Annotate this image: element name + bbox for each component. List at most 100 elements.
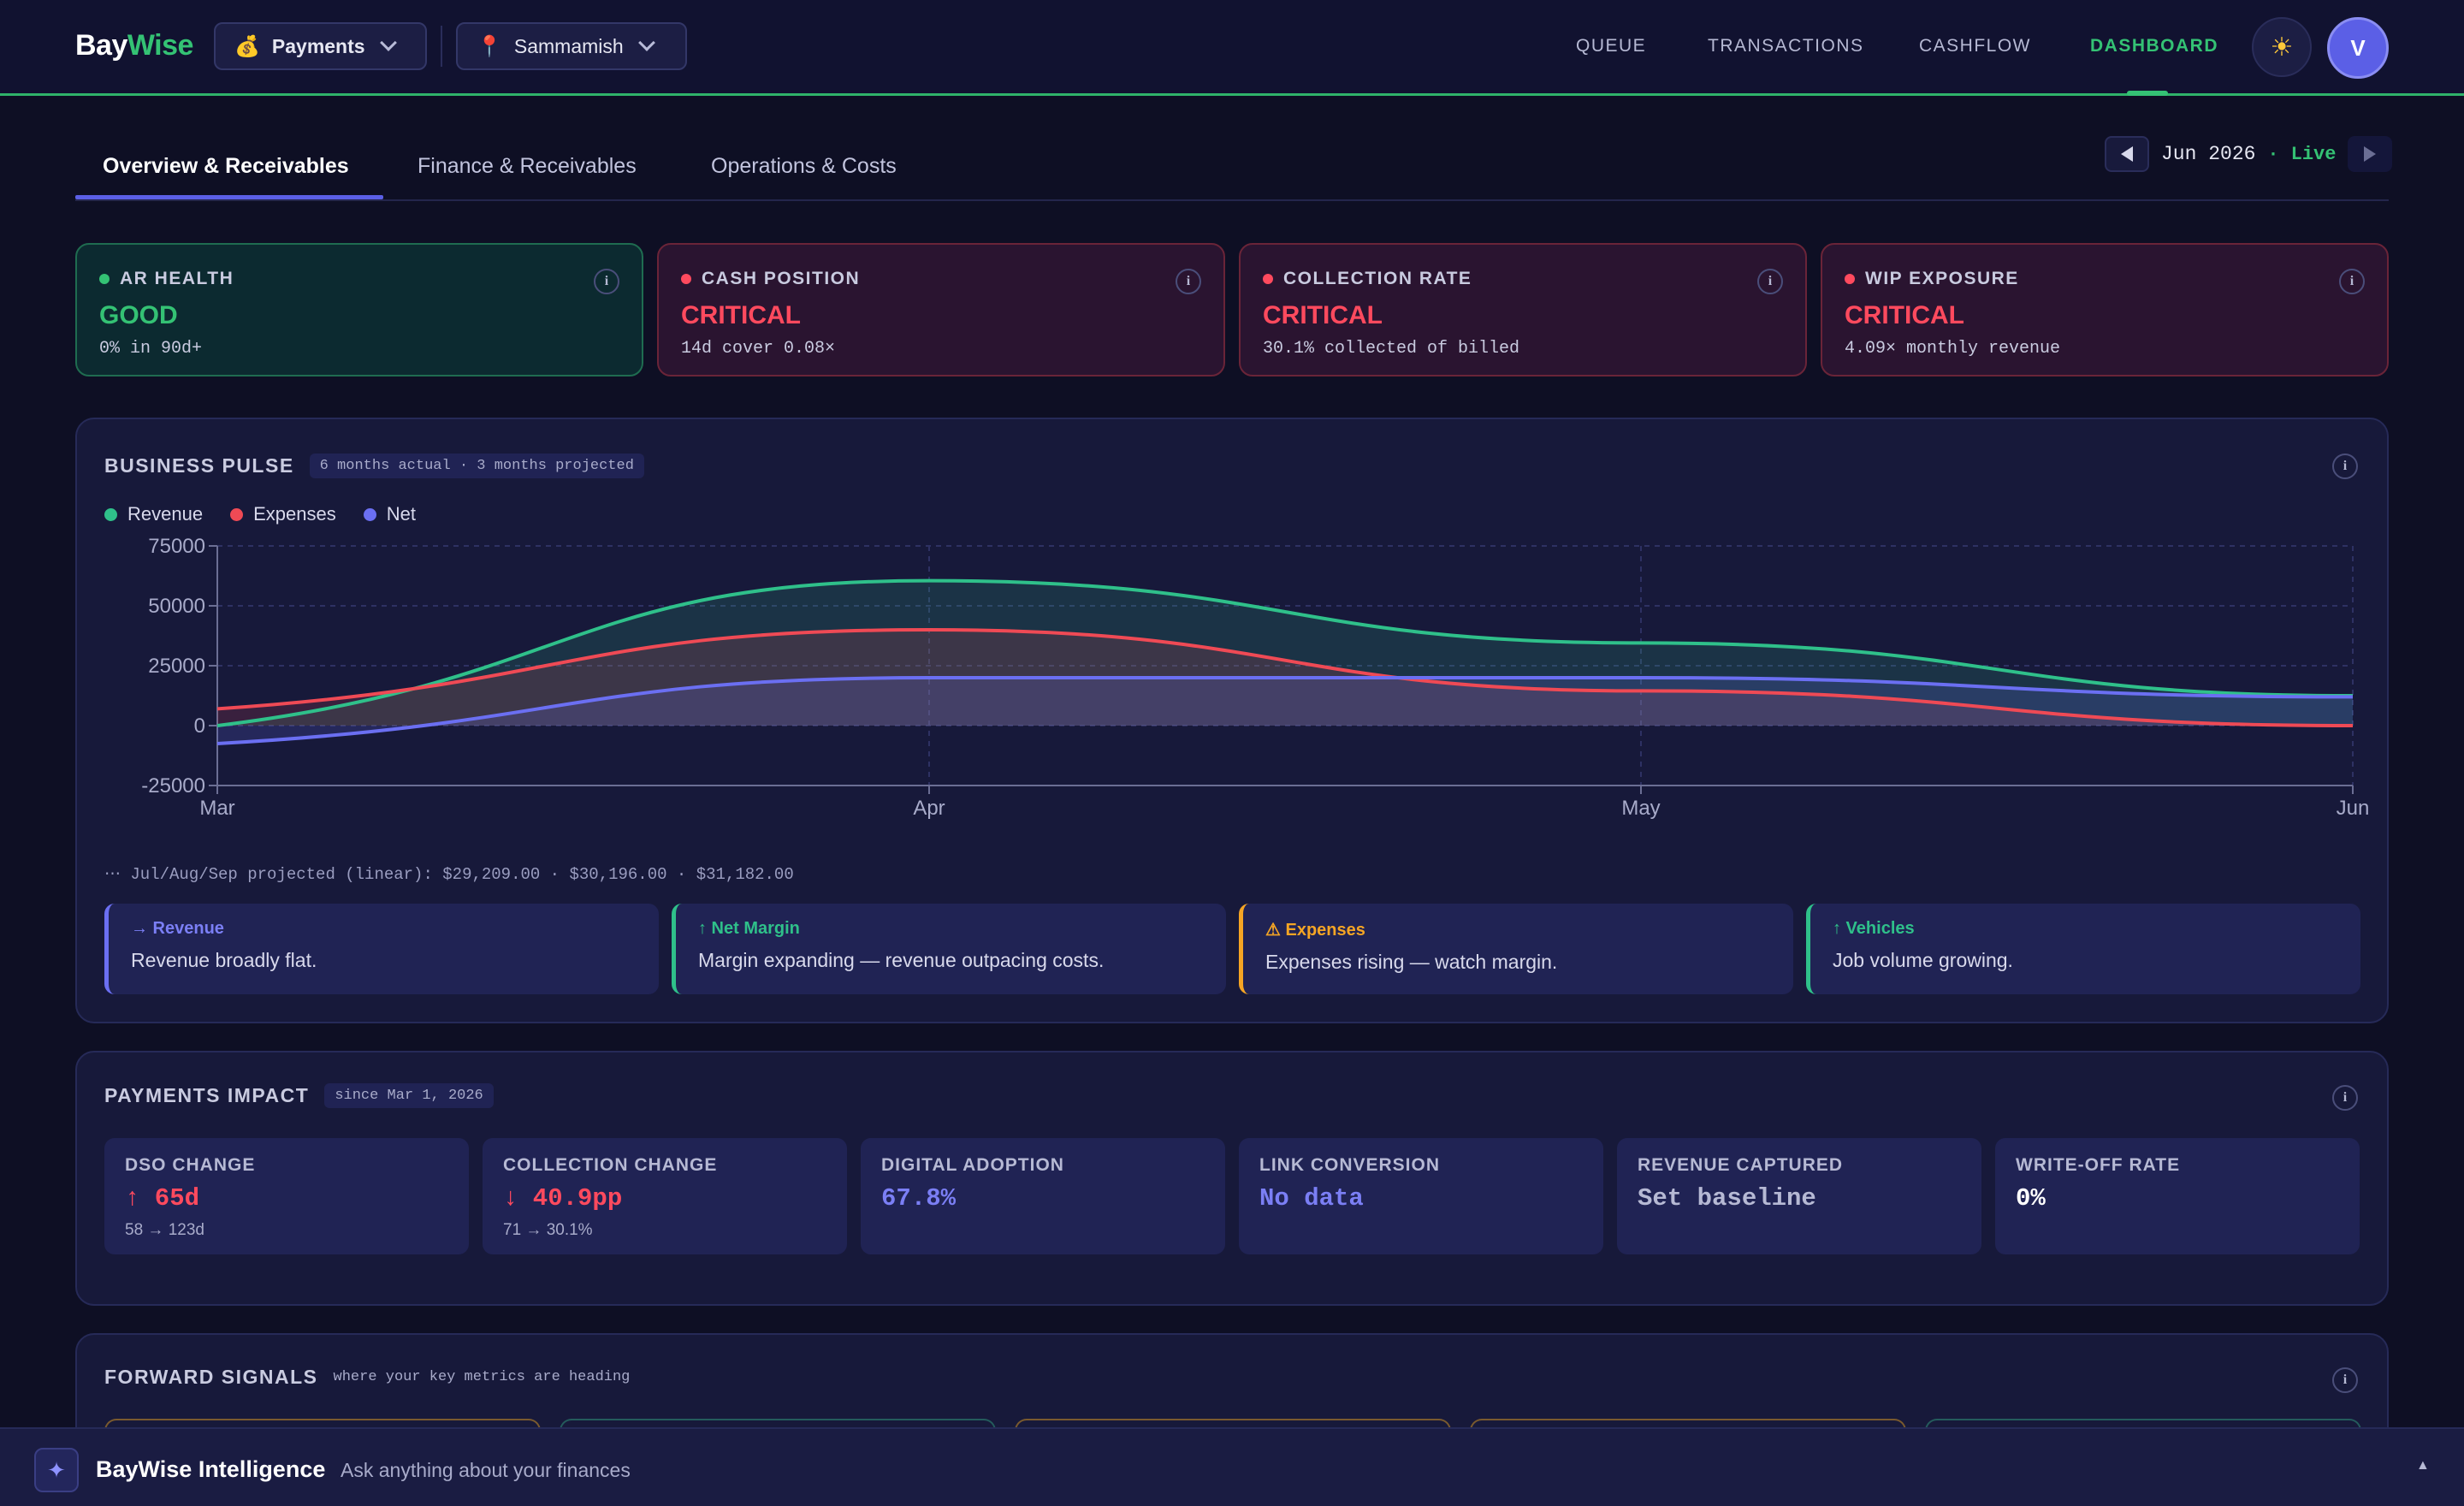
info-icon[interactable]: i: [2332, 1085, 2358, 1111]
nav-link-transactions[interactable]: TRANSACTIONS: [1708, 36, 1864, 56]
status-card-title: WIP EXPOSURE: [1865, 269, 2019, 288]
tab-active-indicator: [75, 195, 383, 199]
legend-item-net[interactable]: Net: [363, 503, 416, 525]
tab-operations-costs[interactable]: Operations & Costs: [711, 154, 897, 178]
status-card-status: CRITICAL: [681, 301, 801, 329]
status-dot: [681, 274, 691, 284]
period-separator: ·: [2267, 143, 2279, 165]
dashboard-tabs: Overview & Receivables Finance & Receiva…: [75, 137, 2389, 201]
info-icon[interactable]: i: [2332, 454, 2358, 479]
info-icon[interactable]: i: [1757, 269, 1783, 294]
y-tick-label: 25000: [148, 655, 205, 678]
payments-impact-panel: PAYMENTS IMPACT since Mar 1, 2026 i DSO …: [75, 1051, 2389, 1306]
metric-card-collection-change[interactable]: COLLECTION CHANGE ↓ 40.9pp 71 → 30.1%: [483, 1138, 847, 1254]
period-next-button[interactable]: [2348, 136, 2393, 172]
metric-label: COLLECTION CHANGE: [503, 1155, 718, 1175]
legend-swatch: [230, 507, 244, 521]
x-tick-label: May: [1621, 797, 1660, 820]
x-tick-label: Jun: [2337, 797, 2370, 820]
metric-label: LINK CONVERSION: [1259, 1155, 1441, 1175]
metric-sub: 58 → 123d: [125, 1221, 204, 1239]
status-dot: [1845, 274, 1855, 284]
metric-card-link-conversion[interactable]: LINK CONVERSION No data: [1239, 1138, 1603, 1254]
legend-item-revenue[interactable]: Revenue: [104, 503, 203, 525]
module-dropdown[interactable]: 💰 Payments: [214, 22, 427, 70]
location-dropdown[interactable]: 📍 Sammamish: [456, 22, 687, 70]
metric-sub: 71 → 30.1%: [503, 1221, 593, 1239]
period-prev-button[interactable]: [2105, 136, 2149, 172]
panel-title: BUSINESS PULSE: [104, 454, 294, 477]
period-label: Jun 2026: [2161, 143, 2256, 165]
status-card-cash-position[interactable]: CASH POSITION CRITICAL 14d cover 0.08× i: [657, 243, 1225, 376]
status-card-status: CRITICAL: [1845, 301, 1964, 329]
panel-tag: since Mar 1, 2026: [324, 1083, 494, 1108]
status-dot: [99, 274, 110, 284]
tab-finance-receivables[interactable]: Finance & Receivables: [418, 154, 637, 178]
info-icon[interactable]: i: [594, 269, 619, 294]
metric-value: No data: [1259, 1184, 1364, 1213]
insight-title: ↑ Vehicles: [1833, 919, 1915, 938]
metric-card-write-off-rate[interactable]: WRITE-OFF RATE 0%: [1995, 1138, 2360, 1254]
nav-link-dashboard[interactable]: DASHBOARD: [2090, 36, 2218, 56]
panel-title: FORWARD SIGNALS: [104, 1366, 318, 1388]
insight-card-revenue: → Revenue Revenue broadly flat.: [104, 904, 659, 994]
legend-label: Revenue: [127, 503, 204, 525]
insight-body: Margin expanding — revenue outpacing cos…: [698, 949, 1105, 971]
insight-card-expenses: ⚠ Expenses Expenses rising — watch margi…: [1239, 904, 1793, 994]
status-card-detail: 14d cover 0.08×: [681, 339, 836, 359]
assistant-title: BayWise Intelligence: [96, 1456, 326, 1482]
y-tick-label: -25000: [141, 774, 205, 797]
money-bag-icon: 💰: [234, 34, 260, 58]
status-card-wip-exposure[interactable]: WIP EXPOSURE CRITICAL 4.09× monthly reve…: [1821, 243, 2389, 376]
metric-label: DIGITAL ADOPTION: [881, 1155, 1064, 1175]
legend-swatch: [104, 507, 117, 521]
tab-overview-receivables[interactable]: Overview & Receivables: [103, 154, 349, 178]
series-area-revenue: [217, 580, 2353, 726]
top-nav: BayWise 💰 Payments 📍 Sammamish QUEUE TRA…: [0, 0, 2464, 96]
metric-card-revenue-captured[interactable]: REVENUE CAPTURED Set baseline: [1617, 1138, 1981, 1254]
insight-body: Expenses rising — watch margin.: [1265, 951, 1558, 973]
metric-card-dso-change[interactable]: DSO CHANGE ↑ 65d 58 → 123d: [104, 1138, 469, 1254]
theme-toggle-button[interactable]: ☀: [2252, 17, 2312, 77]
y-tick-label: 0: [194, 714, 205, 738]
insight-card-vehicles: ↑ Vehicles Job volume growing.: [1806, 904, 2360, 994]
period-selector: Jun 2026 · Live: [2105, 135, 2393, 173]
series-line-net: [216, 676, 2354, 745]
panel-tag: where your key metrics are heading: [333, 1369, 631, 1385]
user-avatar[interactable]: V: [2327, 17, 2389, 79]
metric-label: WRITE-OFF RATE: [2016, 1155, 2181, 1175]
brand-logo[interactable]: BayWise: [75, 29, 193, 62]
insight-title: ↑ Net Margin: [698, 919, 800, 938]
nav-link-queue[interactable]: QUEUE: [1576, 36, 1647, 56]
chevron-down-icon: [637, 34, 655, 51]
status-card-title: CASH POSITION: [702, 269, 861, 288]
business-pulse-panel: BUSINESS PULSE 6 months actual · 3 month…: [75, 418, 2389, 1023]
metric-value: Set baseline: [1638, 1184, 1816, 1213]
status-card-detail: 4.09× monthly revenue: [1845, 339, 2061, 359]
series-line-expenses: [216, 627, 2354, 727]
info-icon[interactable]: i: [2332, 1367, 2358, 1393]
nav-link-cashflow[interactable]: CASHFLOW: [1919, 36, 2032, 56]
metric-card-digital-adoption[interactable]: DIGITAL ADOPTION 67.8%: [861, 1138, 1225, 1254]
y-tick-label: 50000: [148, 595, 205, 618]
brand-part-1: Bay: [75, 29, 127, 62]
nav-active-indicator: [2127, 91, 2168, 96]
status-card-title: COLLECTION RATE: [1283, 269, 1472, 288]
insight-card-net-margin: ↑ Net Margin Margin expanding — revenue …: [672, 904, 1226, 994]
y-tick-label: 75000: [148, 535, 205, 558]
legend-label: Net: [386, 503, 416, 525]
status-card-title: AR HEALTH: [120, 269, 234, 288]
expand-caret-icon[interactable]: ▲: [2416, 1458, 2430, 1473]
status-card-ar-health[interactable]: AR HEALTH GOOD 0% in 90d+ i: [75, 243, 643, 376]
status-card-detail: 30.1% collected of billed: [1263, 339, 1520, 359]
live-indicator: Live: [2290, 143, 2337, 165]
legend-item-expenses[interactable]: Expenses: [230, 503, 336, 525]
info-icon[interactable]: i: [1176, 269, 1201, 294]
assistant-bar[interactable]: ✦ BayWise Intelligence Ask anything abou…: [0, 1427, 2464, 1506]
assistant-prompt[interactable]: Ask anything about your finances: [341, 1459, 631, 1481]
info-icon[interactable]: i: [2339, 269, 2365, 294]
insight-title: ⚠ Expenses: [1265, 921, 1365, 940]
metric-value: 0%: [2016, 1184, 2046, 1213]
status-card-collection-rate[interactable]: COLLECTION RATE CRITICAL 30.1% collected…: [1239, 243, 1807, 376]
location-label: Sammamish: [513, 34, 624, 57]
